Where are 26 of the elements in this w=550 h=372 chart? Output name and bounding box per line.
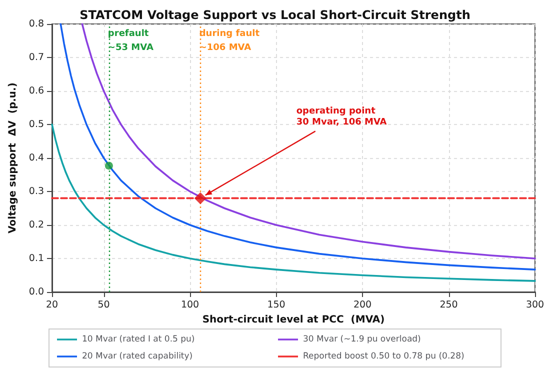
y-tick-label: 0.7 <box>28 52 44 63</box>
y-tick-label: 0.1 <box>28 253 44 264</box>
x-tick-label: 100 <box>180 300 200 310</box>
legend-label: 10 Mvar (rated I at 0.5 pu) <box>82 334 195 344</box>
y-tick-label: 0.3 <box>28 186 44 197</box>
chart-title: STATCOM Voltage Support vs Local Short-Circuit Strength <box>80 8 470 22</box>
legend-label: Reported boost 0.50 to 0.78 pu (0.28) <box>303 352 464 362</box>
ref-line-label: during fault ~106 MVA <box>199 29 260 53</box>
y-tick-label: 0.5 <box>28 119 44 130</box>
y-tick-label: 0.0 <box>28 286 44 298</box>
legend-label: 20 Mvar (rated capability) <box>82 352 193 362</box>
y-tick-label: 0.2 <box>28 220 44 230</box>
x-tick-label: 250 <box>440 300 458 310</box>
x-tick-label: 20 <box>46 300 58 310</box>
x-tick-label: 150 <box>267 300 286 310</box>
y-tick-label: 0.6 <box>28 86 44 96</box>
y-axis-title: Voltage support ΔV (p.u.) <box>8 82 18 234</box>
y-tick-label: 0.4 <box>28 152 44 164</box>
x-tick-label: 200 <box>353 300 372 310</box>
y-tick-label: 0.8 <box>28 18 44 30</box>
x-tick-label: 50 <box>98 300 110 310</box>
annotation: operating point 30 Mvar, 106 MVA <box>296 106 387 128</box>
x-axis-title: Short-circuit level at PCC (MVA) <box>202 314 385 326</box>
ref-line-label: prefault ~53 MVA <box>108 29 154 53</box>
legend-label: 30 Mvar (~1.9 pu overload) <box>303 334 421 344</box>
x-tick-label: 300 <box>526 300 544 310</box>
